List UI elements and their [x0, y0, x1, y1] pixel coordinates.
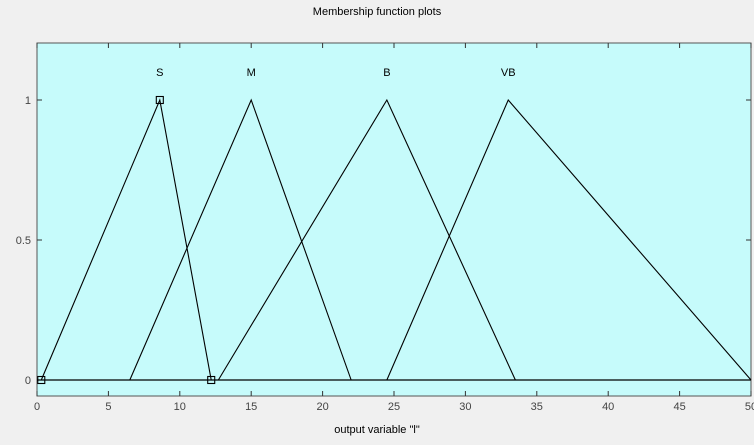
- vertex-marker: [155, 95, 164, 105]
- y-tick-label: 0: [25, 375, 31, 387]
- x-tick-label: 50: [745, 401, 754, 413]
- x-tick-label: 15: [245, 401, 257, 413]
- vertex-marker: [37, 375, 46, 385]
- mf-line-m: [129, 98, 352, 381]
- x-tick-label: 45: [673, 401, 685, 413]
- x-tick-label: 20: [316, 401, 328, 413]
- mf-line-vb: [386, 98, 752, 381]
- x-tick-label: 25: [388, 401, 400, 413]
- x-tick-label: 0: [34, 401, 40, 413]
- x-tick-label: 40: [602, 401, 614, 413]
- y-tick-label: 1: [25, 95, 31, 107]
- x-tick-label: 30: [459, 401, 471, 413]
- mf-line-s: [40, 98, 212, 381]
- mf-label-vb: VB: [501, 67, 516, 79]
- mf-label-b: B: [383, 67, 390, 79]
- mf-label-m: M: [247, 67, 256, 79]
- plot-area: [36, 42, 752, 397]
- mf-label-s: S: [156, 67, 163, 79]
- panel-title: Membership function plots: [312, 6, 442, 18]
- vertex-marker: [207, 375, 216, 385]
- mf-line-b: [217, 98, 516, 381]
- x-tick-label: 10: [174, 401, 186, 413]
- y-tick-label: 0.5: [16, 235, 31, 247]
- x-tick-label: 35: [531, 401, 543, 413]
- x-axis-label: output variable "l": [334, 424, 420, 436]
- x-tick-label: 5: [105, 401, 111, 413]
